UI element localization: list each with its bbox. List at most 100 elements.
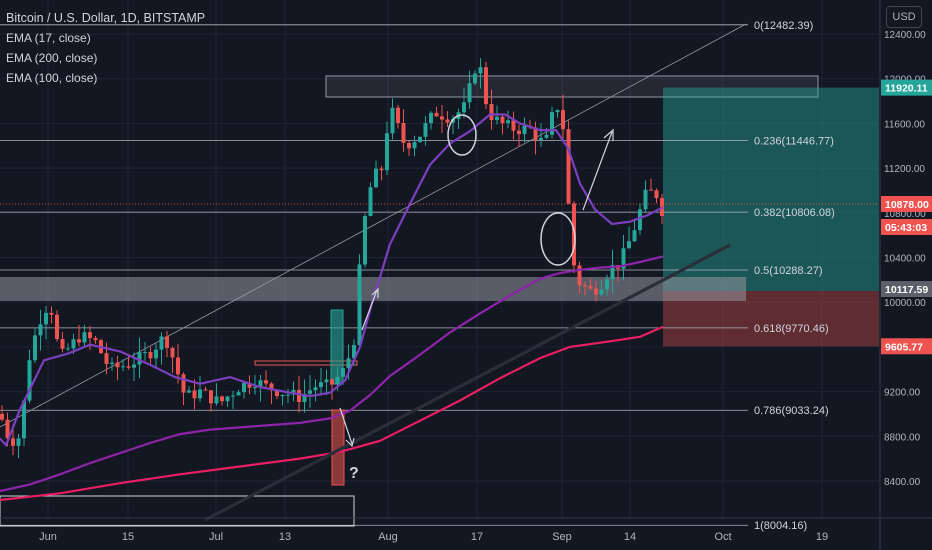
candle-body: [143, 351, 147, 353]
price-label-badge: [881, 196, 932, 212]
candle-body: [33, 335, 37, 361]
candle-body: [280, 394, 285, 397]
candle-body: [654, 190, 659, 199]
price-label-text: 9605.77: [885, 341, 923, 353]
candle-body: [154, 349, 158, 359]
candle-body: [473, 73, 477, 84]
time-axis-tick: Aug: [378, 531, 398, 543]
price-label-badge: [881, 219, 932, 235]
candle-body: [583, 285, 587, 287]
time-axis-tick: 17: [471, 531, 483, 543]
question-mark-annotation: ?: [349, 465, 359, 482]
candle-body: [176, 357, 180, 375]
currency-button[interactable]: USD: [886, 6, 922, 28]
candle-body: [522, 125, 527, 135]
candle-body: [71, 339, 76, 349]
support-trendline: [204, 243, 731, 522]
candle-body: [467, 83, 472, 103]
candle-body: [550, 112, 554, 135]
candle-body: [346, 358, 351, 369]
time-axis-tick: 13: [279, 531, 291, 543]
candle-body: [198, 389, 202, 399]
candle-body: [368, 187, 373, 217]
candle-body: [566, 129, 571, 204]
breakout-arrow: [361, 287, 379, 331]
candle-body: [572, 203, 576, 266]
candle-body: [357, 264, 362, 346]
candle-body: [225, 396, 230, 402]
candle-body: [434, 112, 439, 117]
fib-level-label: 1(8004.16): [754, 520, 807, 532]
projection-arrow: [582, 128, 614, 211]
candle-body: [88, 332, 92, 339]
indicator-ema-200[interactable]: EMA (200, close): [6, 51, 98, 65]
time-axis-tick: 15: [122, 531, 134, 543]
candle-body: [49, 312, 54, 315]
candle-body: [308, 390, 312, 394]
price-axis-tick: 9200.00: [884, 388, 921, 399]
candle-body: [165, 336, 169, 348]
candle-body: [319, 382, 323, 388]
candle-body: [495, 116, 499, 121]
candle-body: [396, 107, 400, 124]
candle-body: [242, 382, 246, 393]
candle-body: [330, 379, 334, 385]
candle-body: [297, 389, 301, 403]
indicator-ema-100[interactable]: EMA (100, close): [6, 71, 98, 85]
fib-level-label: 0.786(9033.24): [754, 405, 829, 417]
candle-body: [363, 216, 367, 265]
candle-body: [110, 362, 114, 364]
candle-body: [247, 382, 252, 388]
candle-body: [93, 338, 98, 341]
time-axis-tick: Oct: [714, 531, 731, 543]
fib-level-label: 0(12482.39): [754, 20, 813, 32]
candle-body: [390, 107, 395, 134]
indicator-ema-17[interactable]: EMA (17, close): [6, 31, 91, 45]
candle-body: [38, 324, 43, 336]
candle-body: [302, 393, 307, 403]
candle-body: [588, 286, 593, 289]
candle-body: [429, 112, 433, 124]
annotation-circle: [540, 212, 576, 266]
candle-body: [555, 110, 560, 113]
price-label-text: 11920.11: [885, 83, 928, 95]
time-axis-tick: 14: [624, 531, 636, 543]
candle-body: [121, 366, 125, 368]
chart-legend: Bitcoin / U.S. Dollar, 1D, BITSTAMP EMA …: [6, 8, 205, 88]
price-axis-tick: 12400.00: [884, 30, 926, 41]
candle-body: [374, 168, 378, 188]
candle-body: [352, 345, 356, 359]
candle-body: [22, 400, 26, 439]
price-axis-tick: 10400.00: [884, 254, 926, 265]
time-axis-tick: Jul: [209, 531, 223, 543]
ema-100-line: [0, 255, 664, 493]
price-axis-tick: 8400.00: [884, 477, 921, 488]
price-axis-tick: 11200.00: [884, 164, 925, 175]
price-axis-tick: 8800.00: [884, 432, 921, 443]
price-axis-tick: 10800.00: [884, 209, 926, 220]
candle-body: [137, 352, 142, 365]
price-label-text: 10878.00: [885, 199, 929, 211]
candle-body: [44, 312, 48, 325]
price-label-badge: [881, 281, 932, 298]
candle-body: [115, 362, 120, 368]
fib-level-label: 0.5(10288.27): [754, 265, 823, 277]
target-zone: [663, 87, 879, 291]
candle-body: [577, 265, 582, 286]
candle-body: [66, 348, 70, 350]
consolidation-box: [254, 360, 358, 366]
candle-body: [264, 380, 268, 384]
candle-body: [418, 136, 422, 143]
candle-body: [627, 241, 631, 249]
time-axis-tick: 19: [816, 531, 828, 543]
candle-body: [126, 366, 131, 368]
candle-body: [462, 102, 466, 113]
candle-body: [181, 374, 186, 393]
fib-level-label: 0.236(11446.77): [754, 136, 834, 148]
candle-body: [638, 209, 642, 231]
candle-body: [187, 390, 191, 393]
candle-body: [511, 120, 516, 131]
candle-body: [440, 116, 444, 120]
candle-body: [533, 127, 538, 140]
